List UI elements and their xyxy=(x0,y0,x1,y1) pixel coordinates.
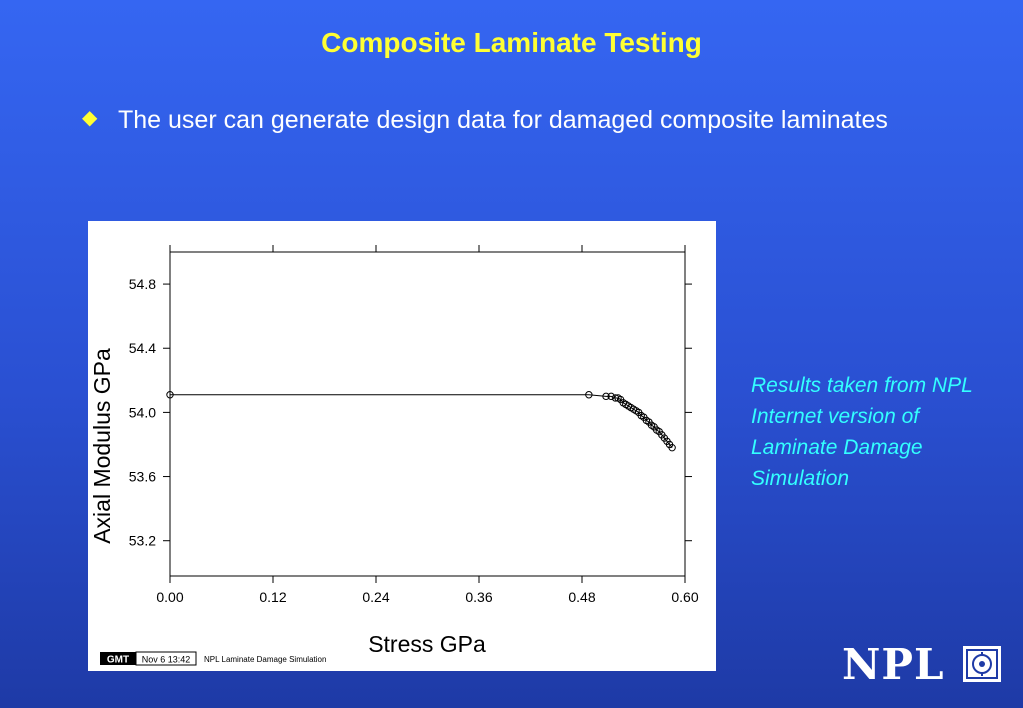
x-tick-label: 0.36 xyxy=(465,589,492,605)
footer-timestamp: Nov 6 13:42 xyxy=(142,655,191,665)
y-tick-label: 54.8 xyxy=(129,276,156,292)
y-axis-label: Axial Modulus GPa xyxy=(89,348,115,544)
footer-caption: NPL Laminate Damage Simulation xyxy=(204,655,326,664)
npl-logo: NPL xyxy=(842,640,1004,689)
chart-footer: GMT Nov 6 13:42 NPL Laminate Damage Simu… xyxy=(100,651,326,666)
crest-icon xyxy=(963,646,1001,682)
plot-frame xyxy=(169,251,686,577)
series-line xyxy=(170,394,673,448)
x-axis-label: Stress GPa xyxy=(368,631,486,657)
data-series xyxy=(166,391,676,452)
bullet-text: The user can generate design data for da… xyxy=(118,106,888,134)
data-point xyxy=(668,443,676,452)
data-point xyxy=(166,391,174,399)
gmt-badge: GMT xyxy=(107,655,129,666)
data-point xyxy=(607,392,615,401)
modulus-stress-chart: 0.00 0.12 0.24 0.36 0.48 0.60 53.2 53.6 54.0 54.4… xyxy=(89,245,699,666)
diamond-bullet-icon: ◆ xyxy=(82,107,98,129)
y-tick-label: 54.4 xyxy=(129,340,156,356)
results-note: Results taken from NPL Internet version … xyxy=(751,374,973,490)
y-tick-label: 54.0 xyxy=(129,404,156,420)
x-tick-label: 0.24 xyxy=(362,589,389,605)
data-point xyxy=(611,394,620,402)
y-tick-label: 53.2 xyxy=(129,533,156,549)
plot-border xyxy=(169,251,686,577)
data-point xyxy=(585,391,593,399)
chart-panel: 0.00 0.12 0.24 0.36 0.48 0.60 53.2 53.6 54.0 54.4… xyxy=(88,221,716,671)
x-tick-label: 0.48 xyxy=(568,589,595,605)
axis-ticks: 0.00 0.12 0.24 0.36 0.48 0.60 53.2 53.6 54.0 54.4… xyxy=(129,245,699,605)
data-point xyxy=(602,392,610,401)
x-tick-label: 0.12 xyxy=(259,589,286,605)
npl-logo-text: NPL xyxy=(842,640,945,689)
x-tick-label: 0.60 xyxy=(671,589,698,605)
y-tick-label: 53.6 xyxy=(129,469,156,485)
slide-title: Composite Laminate Testing xyxy=(321,27,702,58)
x-tick-label: 0.00 xyxy=(156,589,183,605)
